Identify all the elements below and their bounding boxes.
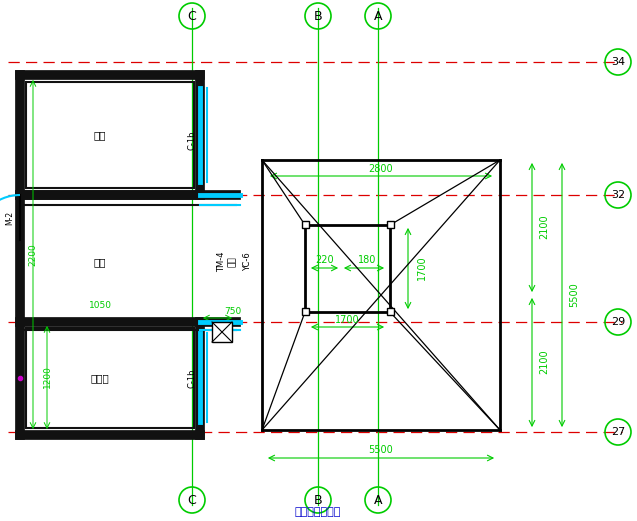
Text: A: A (374, 493, 382, 506)
Text: 180: 180 (358, 255, 376, 265)
Text: 主卧室: 主卧室 (90, 373, 110, 383)
Text: 塔吊平面位置图: 塔吊平面位置图 (295, 507, 341, 517)
Text: 5500: 5500 (569, 282, 579, 307)
Text: 2200: 2200 (29, 244, 38, 266)
Text: 1200: 1200 (43, 366, 52, 389)
Text: C-1b: C-1b (187, 368, 196, 388)
Bar (302, 221, 309, 228)
Text: 29: 29 (611, 317, 625, 327)
Text: 32: 32 (611, 190, 625, 200)
Text: 阳台: 阳台 (227, 257, 236, 267)
Bar (212, 322, 232, 342)
Text: 1050: 1050 (89, 301, 111, 310)
Text: C-1b: C-1b (187, 130, 196, 150)
Text: A: A (374, 9, 382, 22)
Text: TM-4: TM-4 (217, 252, 227, 272)
Text: 5500: 5500 (369, 445, 394, 455)
Bar (387, 221, 394, 228)
Text: 1700: 1700 (334, 315, 359, 325)
Text: 34: 34 (611, 57, 625, 67)
Text: 750: 750 (224, 307, 241, 316)
Text: B: B (313, 493, 322, 506)
Bar (302, 308, 309, 315)
Bar (387, 308, 394, 315)
Text: 2800: 2800 (369, 164, 393, 174)
Text: M-2: M-2 (6, 211, 15, 225)
Text: 1700: 1700 (417, 256, 427, 280)
Text: B: B (313, 9, 322, 22)
Text: 2100: 2100 (539, 215, 549, 239)
Text: C: C (188, 493, 196, 506)
Text: YC-6: YC-6 (243, 253, 252, 271)
Text: 客厅: 客厅 (94, 257, 106, 267)
Text: 2100: 2100 (539, 350, 549, 374)
Text: 220: 220 (316, 255, 334, 265)
Text: 厄房: 厄房 (94, 130, 106, 140)
Text: C: C (188, 9, 196, 22)
Text: 27: 27 (611, 427, 625, 437)
